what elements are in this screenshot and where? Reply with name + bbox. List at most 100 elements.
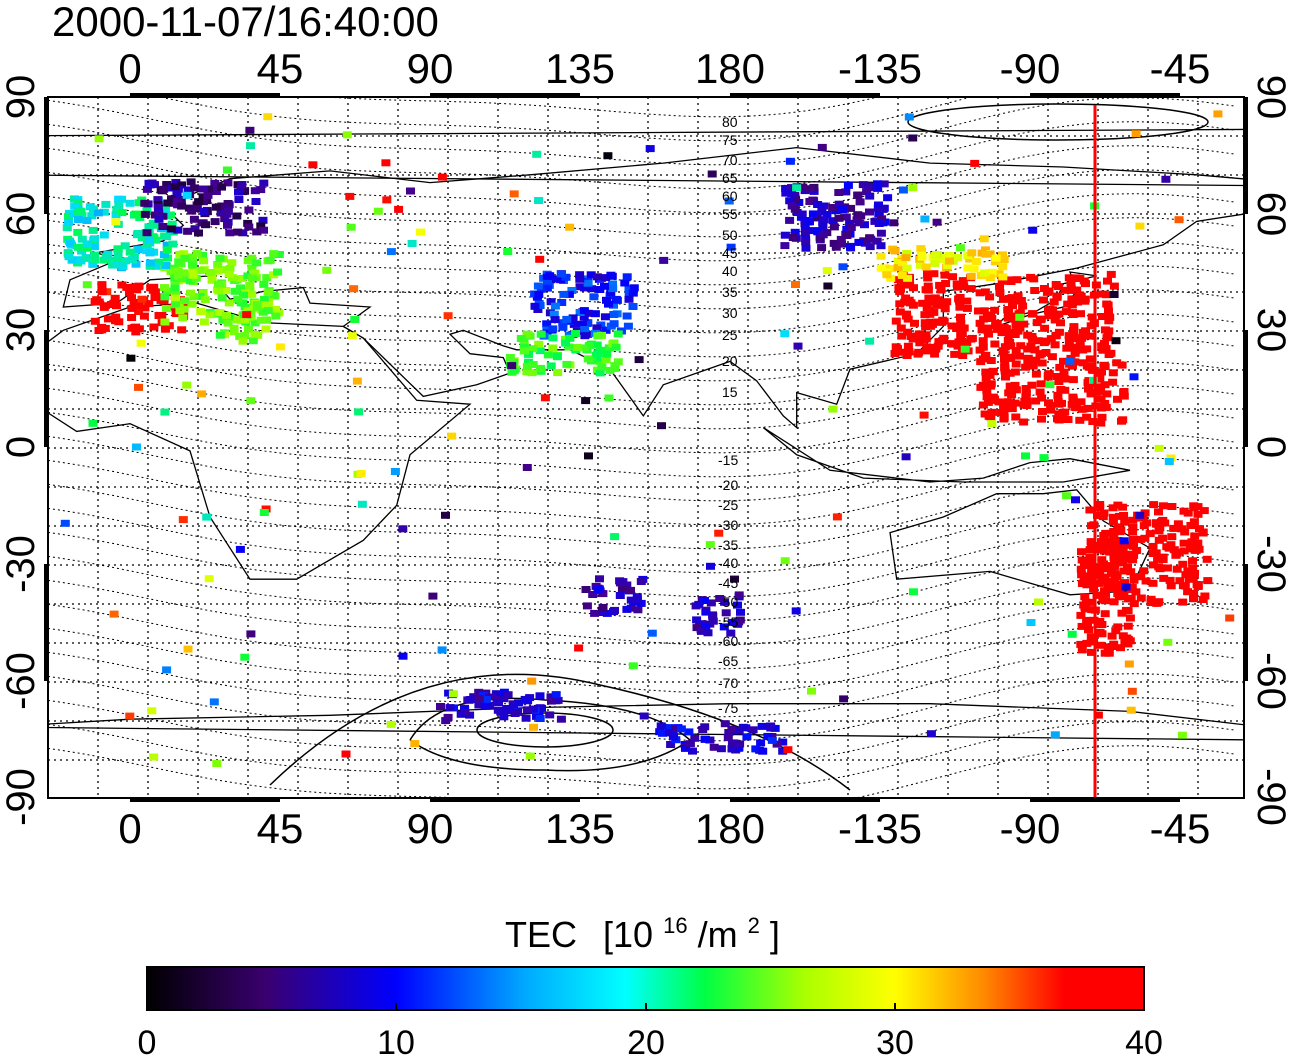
tec-cell-east-asia-south <box>595 369 605 377</box>
tec-cell-isolated <box>610 533 620 541</box>
tec-cell-east-asia-north <box>601 274 611 282</box>
tec-cell-isolated <box>352 377 362 385</box>
tec-cell-north-america <box>1069 327 1079 335</box>
tec-cell-antarctica <box>757 722 767 730</box>
right-tick-label: -30 <box>1249 535 1292 593</box>
tec-cell-antarctica <box>474 688 484 696</box>
tec-cell-north-america <box>995 283 1004 291</box>
left-tick-label: -30 <box>0 535 43 593</box>
tec-cell-south-america <box>1148 550 1158 557</box>
tec-cell-central-europe <box>265 256 275 264</box>
tec-cell-antarctica <box>767 736 777 744</box>
tec-cell-antarctica <box>751 745 761 753</box>
tec-cell-south-america <box>1101 590 1110 598</box>
tec-cell-south-america <box>1145 530 1155 538</box>
tec-cell-north-america <box>952 280 962 288</box>
tec-cell-isolated <box>1213 110 1223 118</box>
tec-cell-east-asia-south <box>536 364 545 372</box>
tec-cell-isolated <box>634 356 644 364</box>
tec-cell-north-america-border <box>985 274 995 282</box>
tec-cell-central-europe <box>221 287 231 294</box>
tec-cell-east-asia-south <box>561 339 571 347</box>
tec-cell-scandinavia <box>162 181 172 188</box>
tec-cell-isolated <box>647 629 657 637</box>
tec-cell-central-europe <box>178 314 188 322</box>
tec-cell-north-america <box>986 357 996 364</box>
tec-cell-antarctica <box>742 733 752 741</box>
tec-cell-north-america <box>957 330 967 338</box>
tec-cell-isolated <box>919 411 929 419</box>
tec-cell-central-europe <box>222 311 231 319</box>
tec-cell-alaska <box>822 211 832 218</box>
tec-cell-north-america <box>1081 280 1090 288</box>
tec-cell-australia-south <box>615 577 625 585</box>
tec-cell-scandinavia <box>236 184 246 192</box>
tec-cell-western-europe <box>129 283 139 291</box>
tec-cell-western-europe <box>177 326 187 334</box>
tec-cell-north-atlantic-europe <box>77 247 87 255</box>
tec-cell-north-america <box>1035 316 1045 324</box>
tec-cell-north-america <box>1008 302 1017 310</box>
tec-cell-scandinavia <box>145 181 155 189</box>
tec-cell-scandinavia <box>183 186 193 194</box>
tec-cell-scandinavia <box>238 229 248 237</box>
tec-cell-alaska <box>805 198 815 205</box>
tec-cell-isolated <box>1131 130 1141 138</box>
tec-cell-north-america <box>981 374 991 382</box>
tec-cell-north-america <box>1006 278 1016 285</box>
tec-cell-alaska <box>865 243 875 251</box>
tec-cell-east-asia-south <box>536 330 546 338</box>
tec-cell-east-asia-south <box>528 345 538 353</box>
tec-cell-north-atlantic-europe <box>161 233 171 241</box>
tec-cell-australia-south <box>719 623 729 631</box>
tec-cell-north-atlantic-europe <box>167 220 177 228</box>
bottom-tick-label: 180 <box>695 805 765 852</box>
tec-cell-east-asia-north <box>561 273 571 281</box>
tec-cell-isolated <box>437 173 447 181</box>
top-tick-label: 0 <box>118 45 141 92</box>
tec-cell-east-asia-north <box>542 320 552 328</box>
tec-cell-north-america <box>903 328 913 336</box>
colorbar-tick-label: 40 <box>1125 1024 1163 1057</box>
tec-cell-north-atlantic-europe <box>160 203 170 211</box>
tec-cell-australia-south <box>736 608 745 616</box>
tec-cell-western-europe <box>127 314 137 321</box>
tec-cell-north-america <box>923 270 932 278</box>
tec-cell-east-asia-north <box>624 285 634 293</box>
tec-cell-east-asia-north <box>600 282 609 290</box>
tec-cell-antarctica <box>480 702 490 710</box>
tec-cell-south-america <box>1162 564 1172 572</box>
tec-cell-isolated <box>1062 492 1071 500</box>
tec-cell-australia-south <box>615 592 625 599</box>
tec-cell-antarctica <box>669 733 678 741</box>
tec-cell-central-europe <box>213 261 223 268</box>
tec-cell-south-america <box>1101 597 1110 605</box>
tec-cell-north-america <box>1011 360 1021 368</box>
tec-cell-central-europe <box>237 275 247 282</box>
tec-cell-isolated <box>785 157 795 165</box>
tec-cell-alaska <box>874 201 883 209</box>
tec-cell-south-america <box>1108 518 1118 526</box>
tec-cell-east-asia-north <box>583 279 593 287</box>
tec-cell-south-america <box>1097 556 1107 564</box>
tec-cell-isolated <box>382 196 392 204</box>
tec-cell-south-america <box>1101 544 1111 551</box>
tec-cell-central-europe <box>262 274 272 282</box>
tec-cell-antarctica <box>503 691 513 699</box>
tec-cell-isolated <box>707 170 717 178</box>
tec-cell-north-america <box>962 297 972 305</box>
tec-cell-south-america <box>1123 622 1133 630</box>
tec-cell-central-europe <box>166 268 176 275</box>
tec-cell-north-america <box>1117 417 1126 425</box>
tec-cell-south-america <box>1100 610 1110 618</box>
tec-cell-scandinavia <box>252 228 262 236</box>
tec-cell-western-europe <box>111 317 120 324</box>
tec-cell-north-america <box>1082 413 1092 421</box>
tec-cell-alaska <box>818 231 828 239</box>
tec-cell-north-america <box>982 387 992 395</box>
tec-cell-east-asia-north <box>623 322 633 330</box>
tec-cell-alaska <box>883 194 893 202</box>
right-tick-label: 0 <box>1249 436 1292 458</box>
tec-cell-central-europe <box>186 289 196 297</box>
tec-cell-north-america <box>899 280 909 288</box>
